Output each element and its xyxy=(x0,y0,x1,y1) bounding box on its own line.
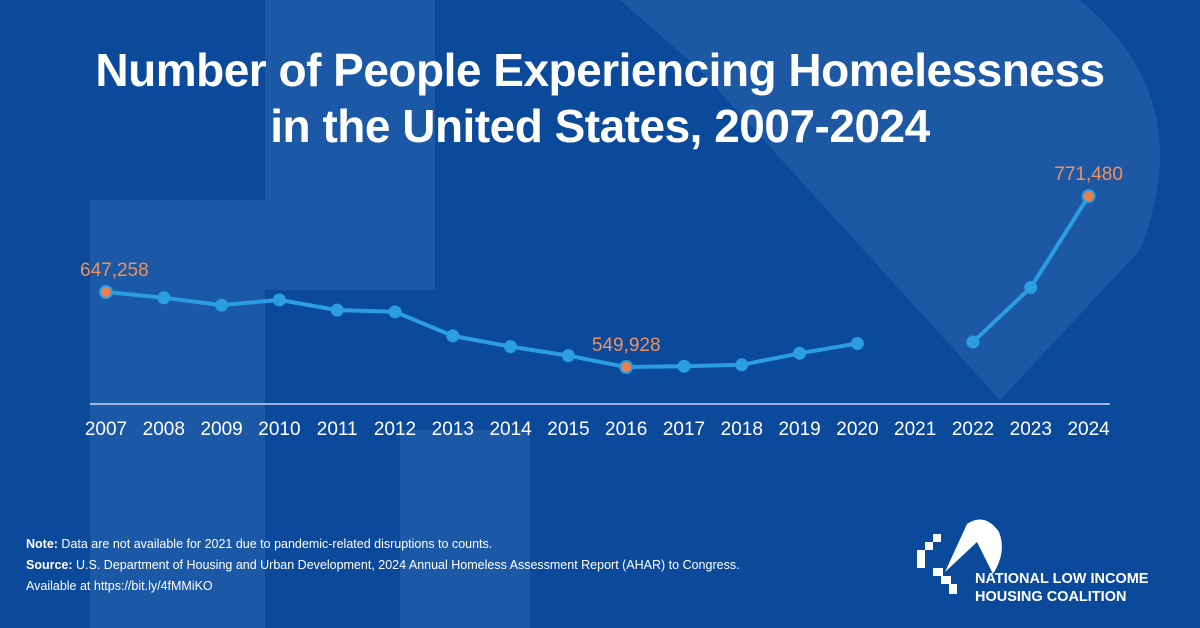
series-line xyxy=(105,290,858,370)
x-tick-label: 2017 xyxy=(663,419,705,440)
data-point-2020 xyxy=(850,336,864,350)
x-tick-label: 2019 xyxy=(778,419,820,440)
data-point-2018 xyxy=(735,358,749,372)
x-tick-label: 2024 xyxy=(1067,419,1110,440)
data-label: 647,258 xyxy=(80,260,149,281)
bg-shape xyxy=(400,430,530,628)
bg-shape xyxy=(90,200,265,628)
data-point-2022 xyxy=(966,335,980,349)
data-label: 771,480 xyxy=(1054,164,1123,185)
data-point-2015 xyxy=(561,349,575,363)
data-point-2012 xyxy=(388,305,402,319)
source-link: Available at https://bit.ly/4fMMiKO xyxy=(26,579,213,593)
nlihc-logo-icon xyxy=(917,519,1002,594)
x-tick-label: 2023 xyxy=(1010,419,1052,440)
logo-text: NATIONAL LOW INCOME HOUSING COALITION xyxy=(975,571,1149,605)
data-point-2013 xyxy=(446,329,460,343)
x-tick-label: 2015 xyxy=(547,419,589,440)
series-line xyxy=(971,195,1091,344)
x-tick-label: 2018 xyxy=(721,419,763,440)
data-point-2008 xyxy=(157,291,171,305)
source: Source: U.S. Department of Housing and U… xyxy=(26,558,740,572)
x-tick-label: 2011 xyxy=(317,419,358,440)
data-point-2014 xyxy=(504,340,518,354)
chart-title: Number of People Experiencing Homelessne… xyxy=(0,42,1200,154)
title-line-2: in the United States, 2007-2024 xyxy=(270,100,930,152)
data-point-2017 xyxy=(677,359,691,373)
data-point-2011 xyxy=(330,303,344,317)
x-tick-label: 2020 xyxy=(836,419,878,440)
data-point-2016 xyxy=(619,360,634,375)
note: Note: Data are not available for 2021 du… xyxy=(26,537,493,551)
data-point-2010 xyxy=(272,293,286,307)
x-tick-label: 2014 xyxy=(489,419,532,440)
data-point-2024 xyxy=(1081,189,1096,204)
x-tick-label: 2007 xyxy=(85,419,127,440)
data-point-2019 xyxy=(793,346,807,360)
x-tick-label: 2016 xyxy=(605,419,647,440)
x-tick-label: 2021 xyxy=(894,419,936,440)
x-tick-label: 2013 xyxy=(432,419,474,440)
data-point-2009 xyxy=(215,298,229,312)
x-tick-label: 2012 xyxy=(374,419,416,440)
bg-shape xyxy=(620,0,1160,400)
x-tick-label: 2010 xyxy=(258,419,300,440)
x-tick-label: 2008 xyxy=(143,419,185,440)
x-tick-label: 2022 xyxy=(952,419,994,440)
footnotes: Note: Data are not available for 2021 du… xyxy=(26,534,740,597)
x-tick-label: 2009 xyxy=(200,419,242,440)
title-line-1: Number of People Experiencing Homelessne… xyxy=(95,44,1105,96)
data-point-2023 xyxy=(1024,280,1038,294)
data-point-2007 xyxy=(99,285,113,299)
bg-shape xyxy=(265,0,435,290)
data-label: 549,928 xyxy=(592,335,661,356)
